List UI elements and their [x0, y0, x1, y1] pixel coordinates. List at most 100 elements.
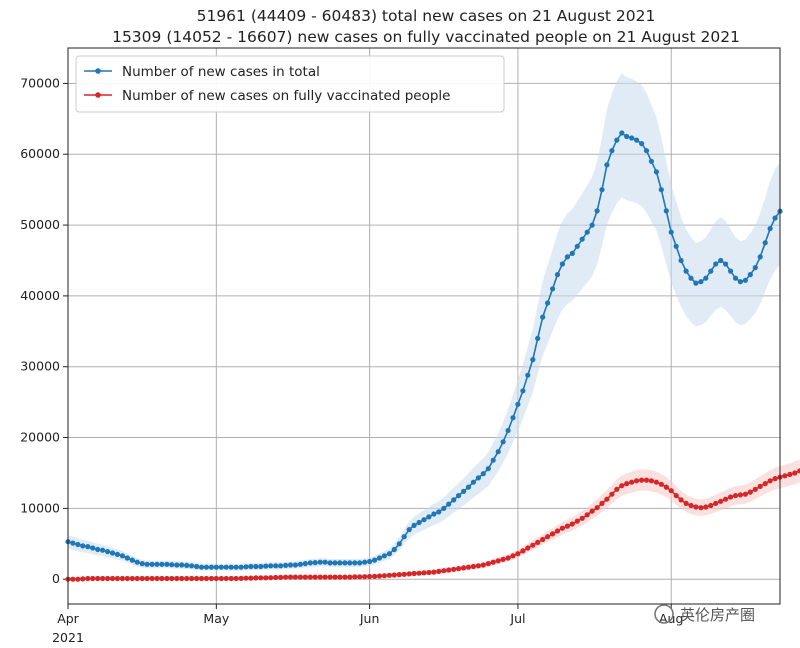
data-point — [446, 567, 452, 573]
data-point — [673, 493, 679, 499]
data-point — [663, 208, 669, 214]
data-point — [223, 575, 229, 582]
data-point — [431, 511, 437, 517]
data-point — [100, 575, 106, 582]
plot-area: 0 10000 20000 30000 40000 50000 60000 70000 Apr 2… — [20, 47, 800, 645]
data-point — [604, 162, 610, 168]
data-point — [698, 279, 704, 285]
y-tick-label: 60000 — [20, 146, 60, 161]
chart-legend: Number of new cases in total Number of ne… — [75, 55, 505, 113]
data-point — [184, 562, 190, 569]
data-point — [515, 401, 521, 407]
data-point — [297, 574, 303, 580]
data-point — [747, 489, 753, 495]
data-point — [757, 483, 763, 489]
data-point — [599, 500, 605, 506]
y-tick-label: 30000 — [20, 359, 60, 374]
data-point — [332, 560, 338, 566]
data-point — [436, 509, 442, 515]
data-point — [317, 574, 323, 580]
data-point — [713, 500, 719, 506]
data-point — [728, 494, 734, 500]
data-point — [233, 564, 239, 570]
data-point — [70, 576, 76, 582]
data-point — [124, 575, 130, 582]
data-point — [416, 570, 422, 576]
data-point — [372, 573, 378, 580]
data-point — [149, 561, 155, 567]
data-point — [554, 528, 561, 534]
data-point — [475, 563, 481, 569]
data-point — [169, 562, 175, 568]
data-point — [367, 573, 373, 580]
data-point — [495, 558, 501, 564]
x-tick-label: Jun — [359, 611, 380, 626]
data-point — [75, 541, 81, 548]
data-point — [703, 275, 709, 281]
data-point — [490, 457, 496, 463]
data-point — [589, 222, 595, 228]
data-point — [144, 575, 150, 582]
data-point — [742, 277, 749, 283]
data-point — [129, 575, 135, 582]
data-point — [80, 576, 86, 582]
data-point — [208, 564, 214, 570]
data-point — [594, 505, 600, 511]
data-point — [569, 250, 575, 256]
y-tick-label: 10000 — [20, 500, 60, 515]
data-point — [535, 539, 541, 546]
data-point — [554, 272, 561, 278]
data-point — [683, 500, 689, 506]
data-point — [703, 504, 709, 510]
data-point — [119, 553, 125, 559]
watermark-text: 英伦房产圈 — [680, 606, 755, 624]
data-point — [134, 559, 140, 565]
data-point — [510, 415, 516, 421]
data-point — [253, 563, 259, 570]
legend-swatch-marker — [95, 92, 101, 98]
data-point — [515, 551, 521, 557]
data-point — [159, 561, 165, 567]
y-tick-label: 40000 — [20, 288, 60, 303]
data-point — [609, 491, 615, 497]
data-point — [797, 468, 800, 474]
chart-titles: 51961 (44409 - 60483) total new cases on… — [112, 7, 740, 46]
data-point — [100, 547, 106, 553]
data-point — [386, 551, 392, 557]
data-point — [639, 477, 645, 483]
data-point — [164, 575, 170, 582]
data-point — [174, 562, 180, 568]
watermark: 英伦房产圈 — [654, 604, 755, 624]
data-point — [223, 564, 229, 570]
data-point — [154, 561, 160, 567]
series-total — [65, 73, 783, 571]
x-tick-label: Jul — [509, 611, 525, 626]
data-point — [475, 475, 481, 481]
data-point — [495, 449, 501, 455]
data-point — [184, 575, 190, 582]
data-point — [480, 471, 486, 477]
data-point — [421, 570, 427, 576]
chart-title-line-1: 51961 (44409 - 60483) total new cases on… — [197, 7, 656, 25]
data-point — [105, 549, 111, 555]
data-point — [327, 574, 333, 580]
data-point — [747, 272, 753, 278]
data-point — [619, 130, 625, 136]
data-point — [342, 574, 348, 580]
data-point — [510, 553, 516, 559]
data-point — [589, 508, 595, 514]
data-point — [584, 229, 590, 235]
data-point — [545, 300, 551, 306]
data-point — [129, 557, 135, 563]
legend-box — [75, 55, 505, 113]
data-point — [248, 575, 254, 581]
chart-title-line-2: 15309 (14052 - 16607) new cases on fully… — [112, 28, 740, 46]
data-point — [90, 575, 96, 582]
data-point — [732, 493, 739, 499]
data-point — [470, 563, 476, 570]
data-point — [490, 559, 496, 565]
data-point — [668, 229, 674, 235]
data-point — [105, 575, 111, 582]
data-point — [273, 563, 279, 569]
